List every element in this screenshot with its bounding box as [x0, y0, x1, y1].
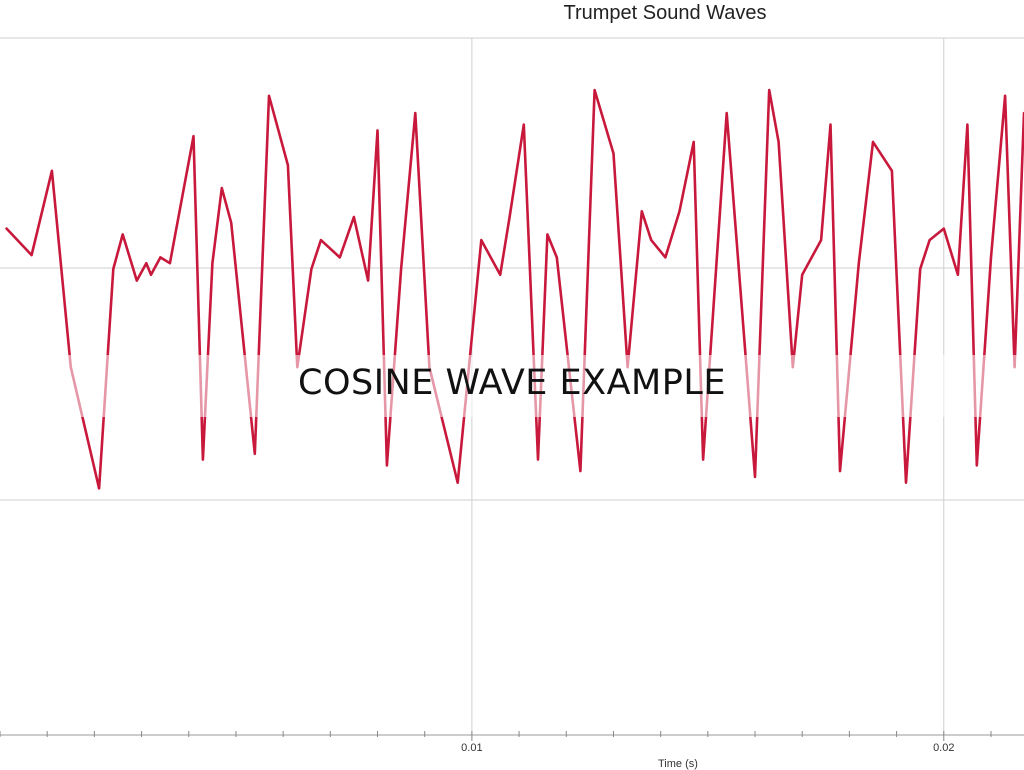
data-point: [338, 256, 341, 259]
x-axis-label: Time (s): [658, 758, 698, 770]
data-point: [400, 268, 403, 270]
data-point: [353, 216, 355, 218]
data-point: [159, 256, 162, 259]
data-point: [990, 256, 992, 259]
data-point: [376, 129, 379, 132]
data-point: [220, 187, 223, 190]
data-point: [801, 273, 804, 276]
data-point: [367, 279, 369, 282]
data-point: [1004, 94, 1007, 97]
data-point: [872, 141, 874, 143]
data-point: [414, 112, 417, 114]
x-tick-label: 0.01: [461, 742, 482, 754]
data-point: [211, 262, 214, 265]
data-point: [702, 458, 705, 461]
data-point: [839, 470, 841, 473]
data-point: [168, 262, 171, 265]
data-point: [890, 169, 893, 172]
data-point: [268, 94, 270, 97]
data-point: [51, 169, 53, 172]
data-point: [310, 268, 313, 270]
data-point: [253, 452, 256, 455]
data-point: [546, 233, 549, 236]
chart-title: Trumpet Sound Waves: [563, 2, 767, 24]
data-point: [537, 458, 539, 461]
data-point: [640, 210, 643, 213]
data-point: [928, 239, 931, 242]
data-point: [555, 256, 558, 259]
data-point: [966, 123, 969, 126]
data-point: [286, 164, 289, 166]
data-point: [5, 227, 8, 230]
x-axis-tick-labels: 0.01 0.02: [461, 742, 954, 754]
data-point: [579, 470, 582, 473]
data-point: [975, 464, 978, 467]
data-point: [145, 262, 148, 265]
data-point: [754, 476, 756, 478]
data-point: [150, 273, 152, 276]
data-point: [678, 210, 681, 213]
data-point: [942, 227, 945, 230]
data-point: [121, 233, 124, 236]
data-point: [135, 279, 138, 282]
data-point: [650, 239, 653, 242]
data-point: [98, 487, 100, 490]
data-point: [777, 141, 780, 143]
data-point: [112, 268, 115, 270]
x-tick-label: 0.02: [933, 742, 954, 754]
data-point: [30, 254, 33, 257]
data-point: [499, 273, 502, 276]
slide-caption: COSINE WAVE EXAMPLE: [298, 363, 726, 403]
data-point: [957, 273, 959, 276]
data-point: [593, 89, 596, 91]
data-point: [725, 112, 728, 114]
data-point: [522, 123, 525, 126]
data-point: [820, 239, 822, 242]
caption-band: [0, 355, 1024, 417]
series-line: [5, 88, 1024, 490]
chart-series: [5, 88, 1024, 490]
x-axis-ticks: [0, 731, 992, 741]
data-point: [664, 256, 667, 259]
data-point: [202, 458, 204, 461]
data-point: [456, 481, 459, 484]
data-point: [508, 216, 511, 218]
data-point: [768, 89, 771, 91]
data-point: [905, 481, 907, 484]
data-point: [919, 268, 922, 270]
data-point: [319, 239, 322, 242]
data-point: [230, 221, 233, 224]
data-point: [829, 123, 832, 126]
data-point: [692, 141, 695, 143]
data-point: [192, 135, 195, 138]
data-point: [480, 239, 483, 242]
data-point: [857, 262, 860, 265]
data-point: [386, 464, 388, 467]
data-point: [612, 152, 615, 155]
